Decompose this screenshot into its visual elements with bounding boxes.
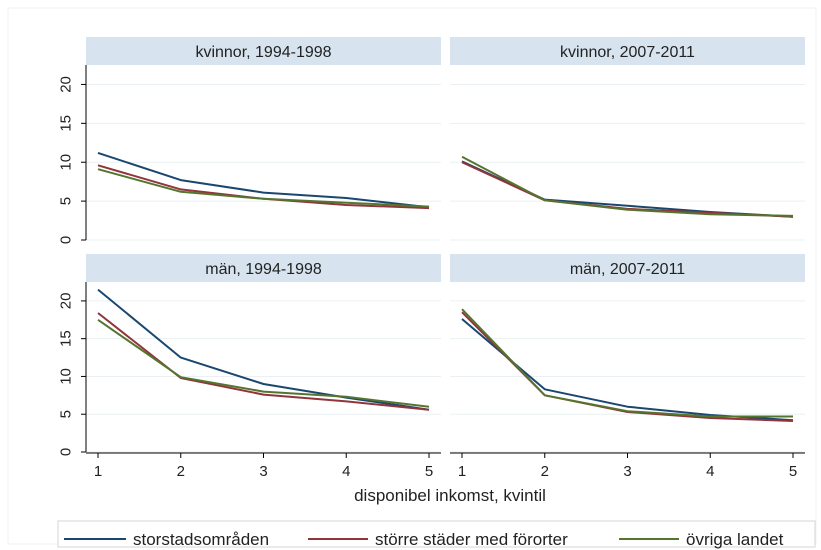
x-tick-label: 4 [342,463,350,480]
x-tick-label: 1 [94,463,102,480]
series-line [461,155,794,217]
panel-1: kvinnor, 1994-1998 0 5 10 15 20 [58,37,441,244]
panel-plot-area [86,65,441,240]
y-tick-label: 20 [58,293,75,310]
y-tick-label: 15 [58,330,75,347]
panel-3: män, 1994-1998 0 5 10 15 20 [58,254,441,456]
y-tick-label: 10 [58,154,75,171]
legend-entry: större städer med förorter [375,530,568,549]
x-axis-label: disponibel inkomst, kvintil [354,486,546,505]
x-axis-layer: 1 2 3 4 5 1 2 3 4 5 [86,452,805,480]
series-line [97,168,430,208]
series-line [97,151,430,209]
panel-plot-area [86,282,441,452]
series-line [97,312,430,411]
panel-title: män, 2007-2011 [570,261,685,278]
series-line [97,288,430,411]
x-tick-label: 1 [458,463,466,480]
y-tick-label: 0 [58,236,75,244]
x-tick-label: 4 [706,463,714,480]
panel-2: kvinnor, 2007-2011 [450,37,805,241]
panels-layer: kvinnor, 1994-1998 0 5 10 15 20 kvinnor, 2007-… [58,37,805,456]
panel-strip [450,37,805,65]
panel-plot-area [450,282,805,452]
x-tick-label: 2 [177,463,185,480]
legend-box [57,520,816,548]
panel-title: män, 1994-1998 [205,261,322,278]
panel-title: kvinnor, 1994-1998 [195,44,331,61]
legend-entry: övriga landet [686,530,784,549]
panel-strip [86,254,441,282]
legend: storstadsområden större städer med förort… [57,520,816,549]
x-tick-label: 3 [623,463,631,480]
y-tick-label: 0 [58,448,75,456]
x-tick-label: 5 [789,463,797,480]
y-tick-label: 5 [58,410,75,418]
y-tick-label: 5 [58,197,75,205]
x-tick-label: 3 [259,463,267,480]
y-tick-label: 15 [58,115,75,132]
panel-strip [86,37,441,65]
y-tick-label: 20 [58,76,75,93]
x-tick-label: 2 [541,463,549,480]
x-tick-label: 5 [425,463,433,480]
panel-plot-area [450,65,805,240]
panel-strip [450,254,805,282]
y-tick-label: 10 [58,368,75,385]
series-line [461,308,793,418]
series-line [97,318,430,408]
panel-title: kvinnor, 2007-2011 [560,44,695,61]
panel-4: män, 2007-2011 [450,254,805,453]
legend-entry: storstadsområden [133,530,269,549]
